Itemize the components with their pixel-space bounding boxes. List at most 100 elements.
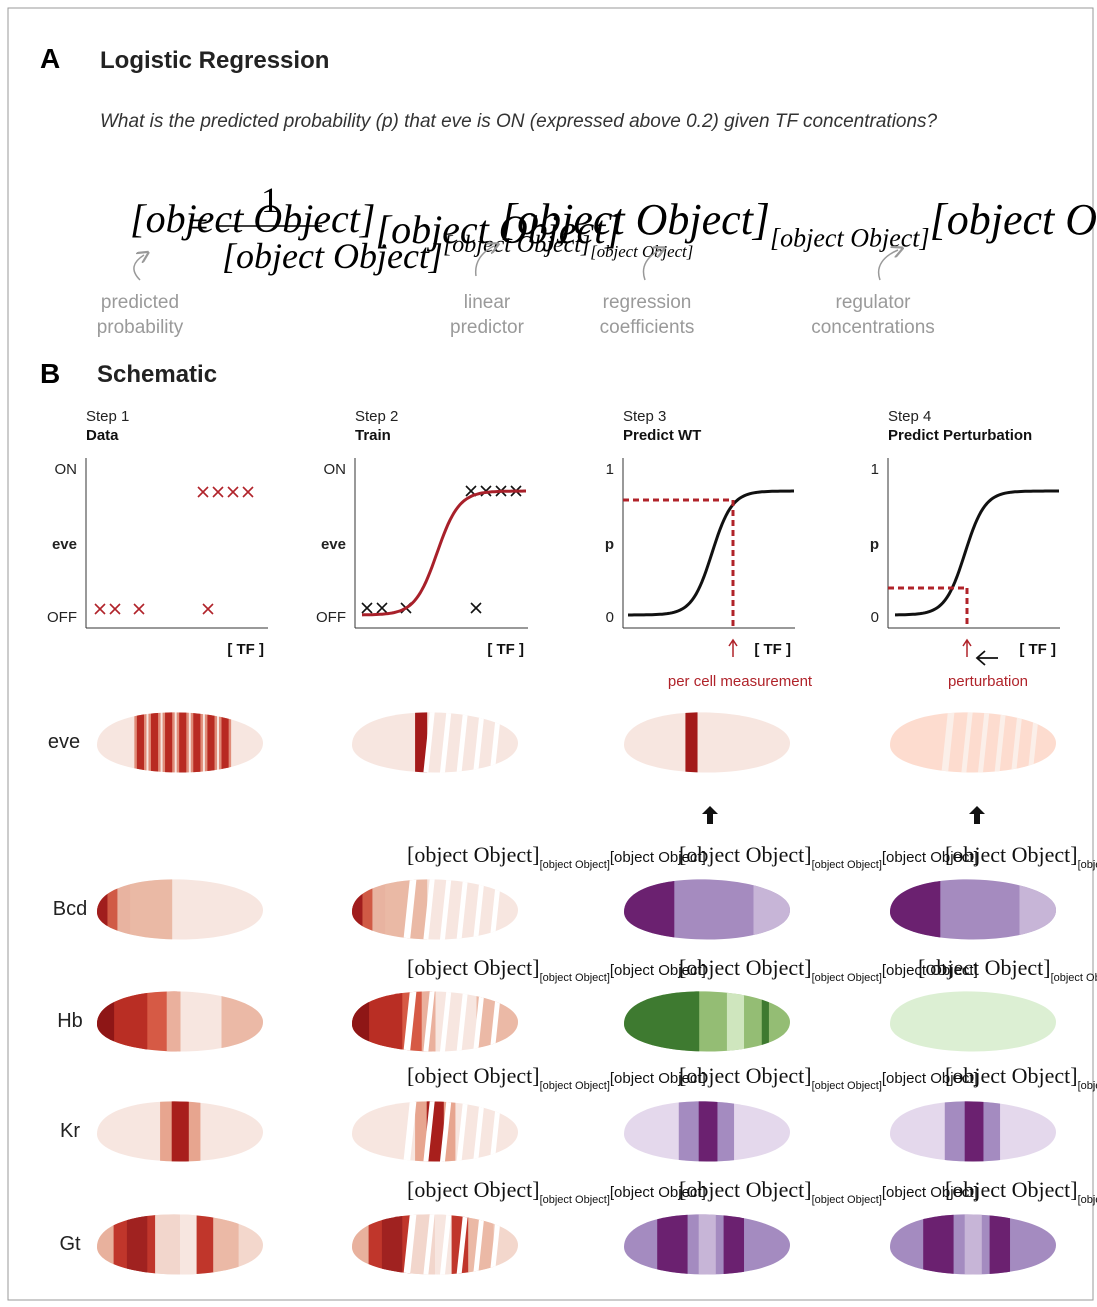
coefficient-part: [object Object] <box>1078 1194 1097 1206</box>
embryo-band <box>167 944 181 1096</box>
coefficient-part: [object Object] <box>1051 972 1097 984</box>
embryo-band <box>180 1167 197 1307</box>
y-label: 1 <box>871 461 879 478</box>
coefficient: [object Object][object Object][object Ob… <box>945 1177 1097 1206</box>
cross <box>213 487 223 497</box>
coefficient-part: [object Object] <box>540 1080 610 1092</box>
embryo-band <box>222 665 229 817</box>
coefficient-part: [object Object] <box>407 1177 540 1202</box>
step-label: Step 4 <box>888 408 931 425</box>
row-label: Gt <box>59 1233 81 1255</box>
cross <box>134 604 144 614</box>
equals: = <box>188 204 208 244</box>
sigmoid-curve <box>895 491 1059 615</box>
embryo-band <box>382 1167 402 1307</box>
step-label: Step 2 <box>355 408 398 425</box>
embryo-band <box>197 1167 214 1307</box>
coefficient-part: [object Object] <box>679 1177 812 1202</box>
coefficient: [object Object][object Object][object Ob… <box>679 1063 978 1092</box>
coefficient-part: [object Object] <box>812 1194 882 1206</box>
annotation: concentrations <box>811 317 935 338</box>
cross <box>228 487 238 497</box>
coefficient: [object Object][object Object][object Ob… <box>679 842 978 871</box>
embryo <box>97 832 264 984</box>
row-label: Bcd <box>53 898 87 920</box>
y-label: OFF <box>316 609 346 626</box>
coefficient-part: [object Object] <box>540 1194 610 1206</box>
step-name: Train <box>355 427 391 444</box>
coefficient-part: [object Object] <box>812 859 882 871</box>
row-label: Hb <box>57 1010 83 1032</box>
embryo-band <box>352 1167 369 1307</box>
embryo <box>97 944 264 1096</box>
formula-part: [object Object] <box>590 242 693 261</box>
coefficient-part: [object Object] <box>679 1063 812 1088</box>
y-label: p <box>870 536 879 553</box>
step-name: Data <box>86 427 119 444</box>
coefficient-part: [object Object] <box>945 842 1078 867</box>
left-arrow <box>977 651 998 665</box>
note: per cell measurement <box>668 673 813 690</box>
cross <box>362 603 372 613</box>
panel-letter: A <box>40 43 60 74</box>
embryo-band <box>213 1167 238 1307</box>
x-label: [ TF ] <box>754 641 791 658</box>
coefficient-part: [object Object] <box>812 972 882 984</box>
page: A Logistic Regression What is the predic… <box>0 0 1097 1307</box>
cross <box>243 487 253 497</box>
embryo <box>97 665 264 817</box>
cross <box>377 603 387 613</box>
panel-title: Logistic Regression <box>100 47 329 74</box>
y-label: p <box>605 536 614 553</box>
coefficient-part: [object Object] <box>945 1063 1078 1088</box>
embryo-band <box>97 1167 114 1307</box>
annotation: probability <box>97 317 184 338</box>
numerator: 1 <box>261 180 279 220</box>
coefficient-part: [object Object] <box>1078 859 1097 871</box>
annotation: regression <box>603 292 692 313</box>
embryo-band <box>179 665 186 817</box>
embryo-band <box>97 832 107 984</box>
cross <box>203 604 213 614</box>
annotation: regulator <box>836 292 912 313</box>
embryo-band <box>127 1167 147 1307</box>
y-label: eve <box>321 536 346 553</box>
coefficient-part: [object Object] <box>407 955 540 980</box>
red-arrow <box>963 640 971 657</box>
row-label: Kr <box>60 1120 80 1142</box>
formula-part: [object Object] <box>130 196 376 241</box>
coefficient-part: [object Object] <box>1078 1080 1097 1092</box>
coefficient-part: [object Object] <box>407 1063 540 1088</box>
note: perturbation <box>948 673 1028 690</box>
y-label: ON <box>324 461 347 478</box>
linear-predictor-equation: [object Object][object Object][object Ob… <box>500 195 1097 252</box>
embryo-band <box>130 832 172 984</box>
formula-part: [object Object] <box>930 195 1097 244</box>
embryo-band <box>352 944 369 1096</box>
annotation: coefficients <box>600 317 695 338</box>
annotation: predicted <box>101 292 179 313</box>
up-arrow <box>702 806 718 824</box>
step-label: Step 1 <box>86 408 129 425</box>
embryo-band <box>155 1167 180 1307</box>
sigmoid-curve <box>362 491 526 615</box>
coefficient: [object Object][object Object][object Ob… <box>407 1063 706 1092</box>
x-label: [ TF ] <box>227 641 264 658</box>
figure: A Logistic Regression What is the predic… <box>0 0 1097 1307</box>
embryo <box>97 1054 264 1206</box>
embryo-band <box>137 665 144 817</box>
embryo-band <box>151 665 158 817</box>
coefficient-part: [object Object] <box>945 1177 1078 1202</box>
coefficient: [object Object][object Object][object Ob… <box>407 955 706 984</box>
coefficient-part: [object Object] <box>540 859 610 871</box>
embryo-band <box>352 832 362 984</box>
panel-letter: B <box>40 358 60 389</box>
coefficient: [object Object][object Object][object Ob… <box>407 842 706 871</box>
embryo-band <box>193 665 200 817</box>
coefficient-part: [object Object] <box>679 955 812 980</box>
cross <box>110 604 120 614</box>
y-label: OFF <box>47 609 77 626</box>
coefficient: [object Object][object Object][object Ob… <box>945 842 1097 871</box>
cross <box>471 603 481 613</box>
y-label: eve <box>52 536 77 553</box>
